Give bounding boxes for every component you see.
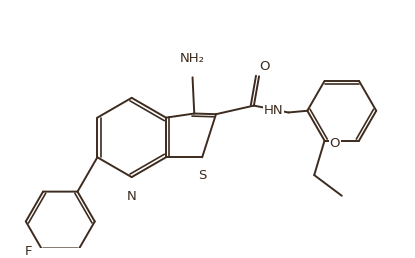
Text: O: O bbox=[330, 137, 340, 150]
Text: N: N bbox=[127, 190, 137, 203]
Text: O: O bbox=[259, 60, 269, 73]
Text: HN: HN bbox=[264, 104, 283, 117]
Text: S: S bbox=[198, 169, 206, 182]
Text: NH₂: NH₂ bbox=[180, 52, 205, 65]
Text: F: F bbox=[25, 245, 33, 258]
